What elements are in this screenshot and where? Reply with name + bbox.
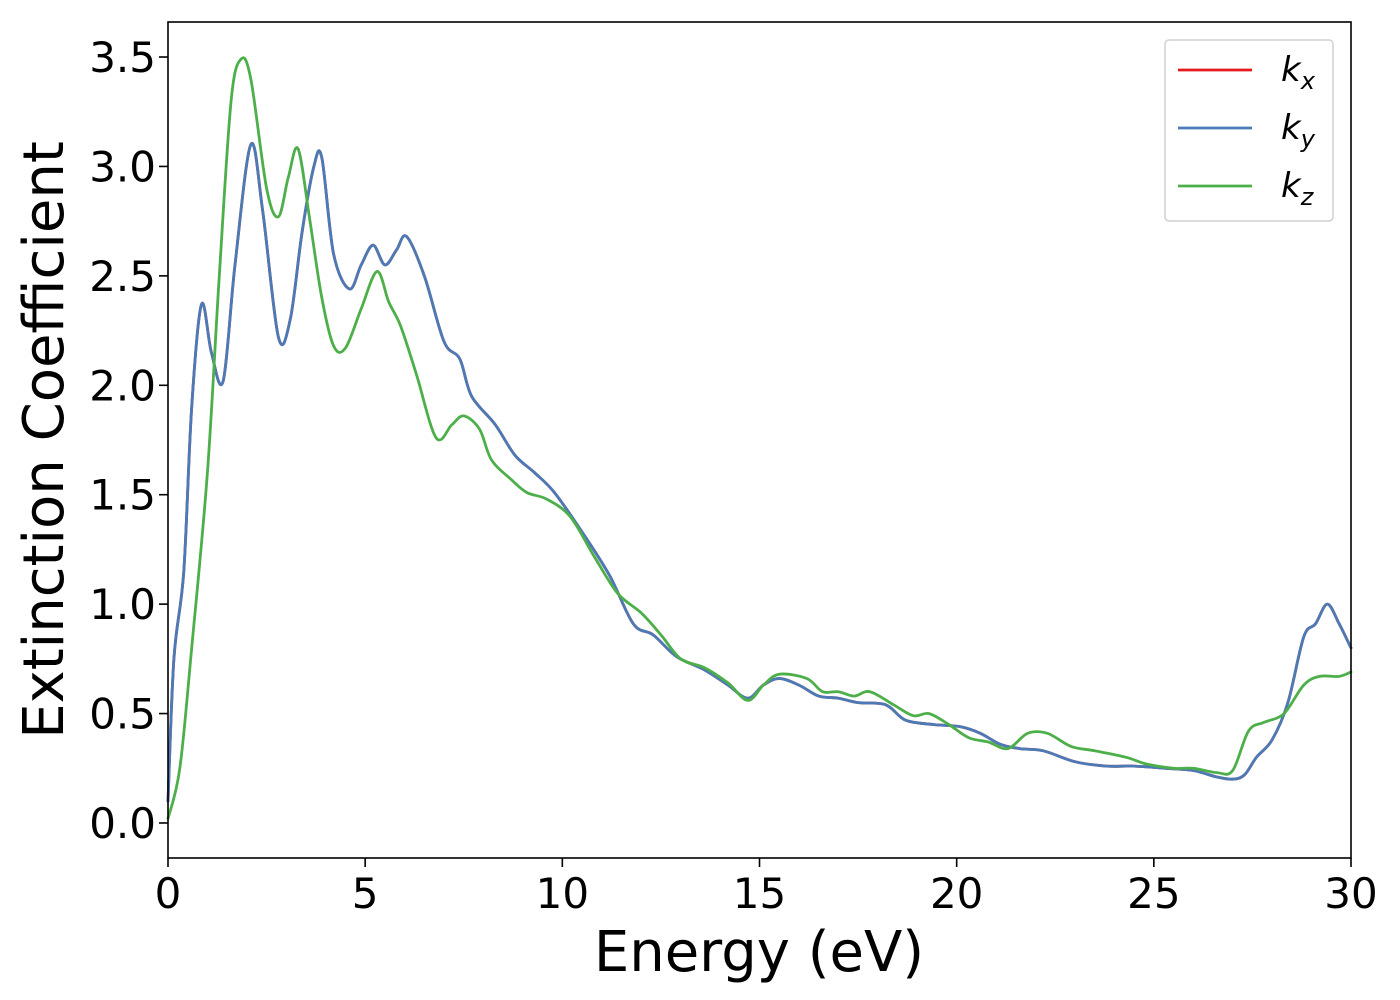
y-tick-label: 1.0 (89, 580, 156, 629)
x-tick-label: 20 (930, 869, 983, 918)
series-line-z (166, 56, 1353, 820)
y-tick-label: 2.0 (89, 361, 156, 410)
y-tick-label: 0.5 (89, 690, 156, 739)
x-tick-label: 5 (352, 869, 379, 918)
legend: kx ky kz (1164, 39, 1334, 222)
y-tick-label: 3.5 (89, 33, 156, 82)
y-axis-label: Extinction Coefficient (12, 141, 77, 739)
y-tick-label: 2.5 (89, 252, 156, 301)
y-tick-label: 1.5 (89, 471, 156, 520)
legend-label-z: kz (1281, 166, 1315, 211)
x-axis-label: Energy (eV) (594, 920, 924, 985)
legend-box (1164, 39, 1334, 222)
x-tick-label: 0 (155, 869, 182, 918)
x-tick-label: 10 (536, 869, 589, 918)
series-layer (166, 56, 1353, 820)
y-axis-ticks: 0.0 0.5 1.0 1.5 2.0 2.5 3.0 3.5 (89, 33, 168, 848)
x-tick-label: 15 (733, 869, 786, 918)
y-tick-label: 3.0 (89, 142, 156, 191)
y-tick-label: 0.0 (89, 799, 156, 848)
legend-label-x: kx (1281, 50, 1316, 95)
legend-label-y: ky (1281, 108, 1316, 153)
x-axis-ticks: 0 5 10 15 20 25 30 (155, 858, 1378, 918)
x-tick-label: 25 (1127, 869, 1180, 918)
x-tick-label: 30 (1324, 869, 1377, 918)
